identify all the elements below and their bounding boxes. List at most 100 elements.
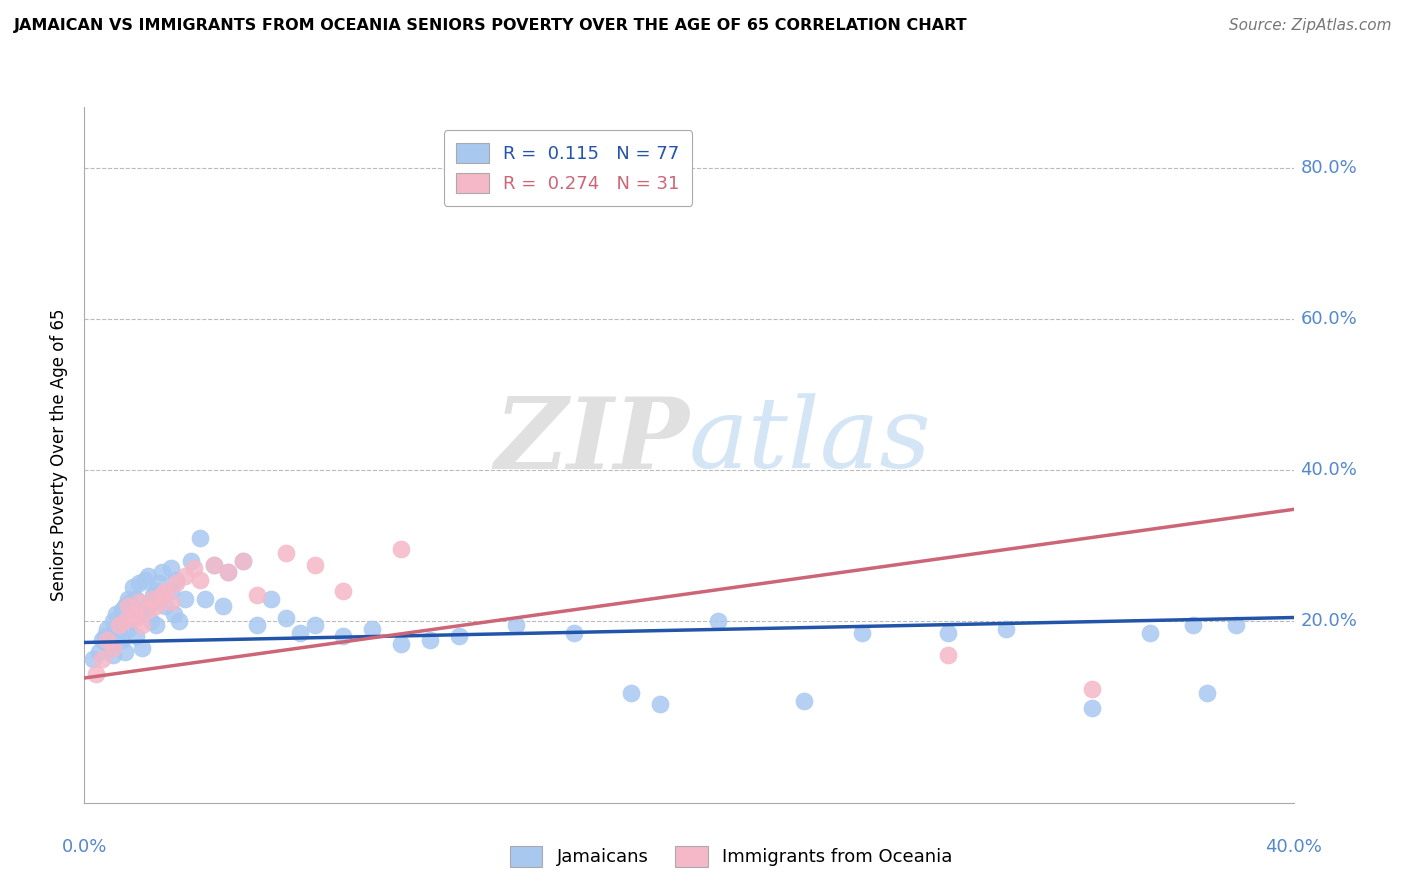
Point xyxy=(82,652,104,666)
Point xyxy=(131,618,153,632)
Text: 0.0%: 0.0% xyxy=(62,838,107,856)
Point xyxy=(159,561,181,575)
Point xyxy=(98,640,121,655)
Point xyxy=(166,573,188,587)
Point xyxy=(134,573,156,587)
Point xyxy=(131,603,153,617)
Point xyxy=(122,580,145,594)
Point xyxy=(111,633,134,648)
Point xyxy=(120,607,142,621)
Point xyxy=(108,618,131,632)
Point xyxy=(169,615,191,629)
Point xyxy=(166,576,188,591)
Point xyxy=(194,591,217,606)
Point xyxy=(447,629,470,643)
Point xyxy=(145,584,167,599)
Point xyxy=(90,652,112,666)
Point xyxy=(101,648,124,663)
Point xyxy=(851,625,873,640)
Point xyxy=(159,584,181,599)
Point xyxy=(105,607,128,621)
Point xyxy=(114,599,136,614)
Point xyxy=(145,599,167,614)
Point xyxy=(936,648,959,663)
Point xyxy=(114,644,136,658)
Point xyxy=(128,595,150,609)
Point xyxy=(128,576,150,591)
Point xyxy=(114,615,136,629)
Text: Source: ZipAtlas.com: Source: ZipAtlas.com xyxy=(1229,18,1392,33)
Point xyxy=(188,573,211,587)
Point xyxy=(122,607,145,621)
Point xyxy=(159,595,181,609)
Point xyxy=(148,576,170,591)
Point xyxy=(1081,701,1104,715)
Point xyxy=(96,637,118,651)
Point xyxy=(290,625,312,640)
Point xyxy=(1197,686,1219,700)
Text: 20.0%: 20.0% xyxy=(1301,612,1357,631)
Point xyxy=(1225,618,1247,632)
Point xyxy=(111,603,134,617)
Point xyxy=(304,558,326,572)
Point xyxy=(93,629,115,643)
Point xyxy=(562,625,585,640)
Point xyxy=(332,584,354,599)
Point xyxy=(131,640,153,655)
Point xyxy=(136,599,159,614)
Point xyxy=(1139,625,1161,640)
Text: 40.0%: 40.0% xyxy=(1301,461,1357,479)
Point xyxy=(125,629,148,643)
Point xyxy=(136,569,159,583)
Point xyxy=(389,637,412,651)
Point xyxy=(145,618,167,632)
Point xyxy=(139,595,162,609)
Point xyxy=(361,622,384,636)
Y-axis label: Seniors Poverty Over the Age of 65: Seniors Poverty Over the Age of 65 xyxy=(51,309,69,601)
Point xyxy=(101,640,124,655)
Point xyxy=(936,625,959,640)
Point xyxy=(162,607,184,621)
Point xyxy=(650,698,672,712)
Point xyxy=(246,588,269,602)
Point xyxy=(125,610,148,624)
Point xyxy=(389,542,412,557)
Legend: Jamaicans, Immigrants from Oceania: Jamaicans, Immigrants from Oceania xyxy=(502,838,960,874)
Point xyxy=(332,629,354,643)
Point xyxy=(260,591,283,606)
Point xyxy=(217,565,239,579)
Point xyxy=(419,633,441,648)
Point xyxy=(150,588,173,602)
Point xyxy=(174,569,197,583)
Text: 60.0%: 60.0% xyxy=(1301,310,1357,327)
Point xyxy=(96,622,118,636)
Point xyxy=(153,584,176,599)
Point xyxy=(117,622,139,636)
Point xyxy=(142,588,165,602)
Point xyxy=(120,595,142,609)
Point xyxy=(108,618,131,632)
Point xyxy=(202,558,225,572)
Point xyxy=(174,591,197,606)
Point xyxy=(117,615,139,629)
Point xyxy=(1181,618,1204,632)
Point xyxy=(706,615,728,629)
Text: 80.0%: 80.0% xyxy=(1301,159,1357,177)
Point xyxy=(117,591,139,606)
Point xyxy=(793,694,815,708)
Point xyxy=(274,610,297,624)
Point xyxy=(202,558,225,572)
Point xyxy=(139,615,162,629)
Point xyxy=(1081,682,1104,697)
Point xyxy=(87,644,110,658)
Point xyxy=(246,618,269,632)
Point xyxy=(150,565,173,579)
Text: JAMAICAN VS IMMIGRANTS FROM OCEANIA SENIORS POVERTY OVER THE AGE OF 65 CORRELATI: JAMAICAN VS IMMIGRANTS FROM OCEANIA SENI… xyxy=(14,18,967,33)
Point xyxy=(994,622,1017,636)
Point xyxy=(188,531,211,545)
Legend: R =  0.115   N = 77, R =  0.274   N = 31: R = 0.115 N = 77, R = 0.274 N = 31 xyxy=(444,130,692,206)
Point xyxy=(505,618,527,632)
Point xyxy=(117,599,139,614)
Point xyxy=(96,633,118,648)
Point xyxy=(232,554,254,568)
